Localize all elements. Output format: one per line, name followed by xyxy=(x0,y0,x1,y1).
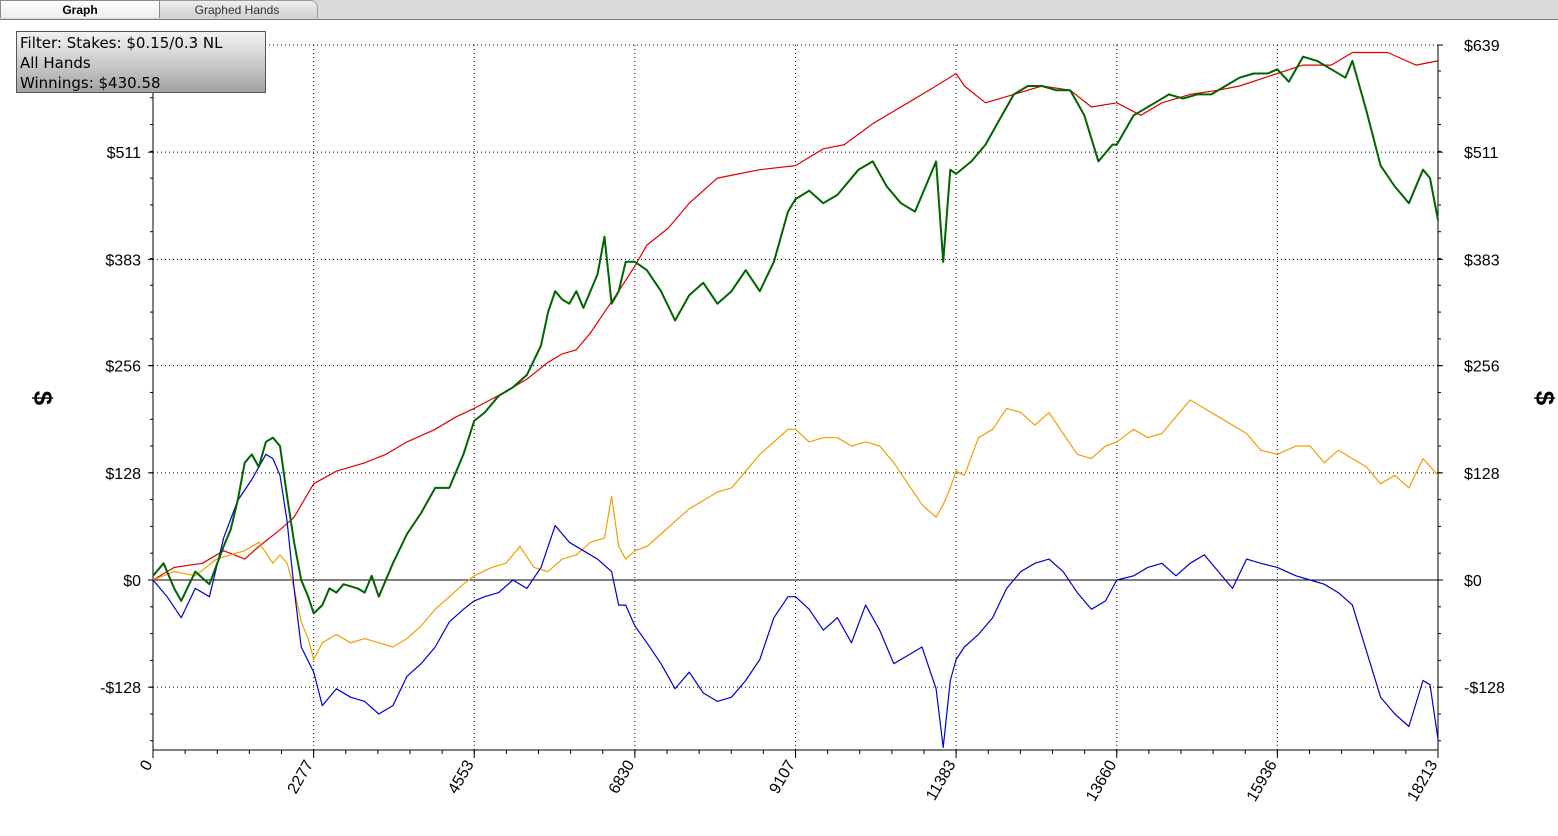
y-tick-label-right: $639 xyxy=(1464,38,1500,55)
y-tick-label-right: $511 xyxy=(1464,145,1499,162)
series-line xyxy=(152,453,1439,749)
x-tick-label: 2277 xyxy=(285,757,318,796)
x-tick-label: 15936 xyxy=(1244,757,1281,804)
tab-graphed-hands[interactable]: Graphed Hands xyxy=(156,0,318,18)
filter-stakes-text: Filter: Stakes: $0.15/0.3 NL xyxy=(20,34,223,52)
series-line xyxy=(152,51,1439,581)
winnings-graph: -$128 -$128 $0 $0 $128 $128 $256 $256 $383 $383 $5… xyxy=(28,38,1558,805)
y-tick-label-right: $0 xyxy=(1464,573,1482,590)
filter-info-box: Filter: Stakes: $0.15/0.3 NL All Hands W… xyxy=(16,31,266,93)
filter-hands-text: All Hands xyxy=(20,54,91,72)
y-tick-label-left: $256 xyxy=(105,359,141,376)
tab-graph[interactable]: Graph xyxy=(0,0,160,18)
x-tick-label: 4553 xyxy=(445,757,478,796)
y-tick-label-right: -$128 xyxy=(1464,680,1505,697)
x-tick-label: 11383 xyxy=(923,757,959,803)
x-tick-label: 6830 xyxy=(606,757,639,796)
x-tick-label: 9107 xyxy=(766,757,799,796)
y-tick-label-right: $128 xyxy=(1464,466,1500,483)
y-axis-label-right: $ xyxy=(1530,391,1558,406)
x-tick-label: 0 xyxy=(137,757,156,773)
x-tick-label: 13660 xyxy=(1083,757,1120,804)
winnings-text: Winnings: $430.58 xyxy=(20,74,161,92)
y-axis-label-left: $ xyxy=(28,391,58,406)
y-tick-label-left: -$128 xyxy=(100,680,141,697)
y-tick-label-right: $256 xyxy=(1464,359,1500,376)
x-tick-label: 18213 xyxy=(1404,757,1441,804)
tab-bar: Graphed Hands Graph xyxy=(0,0,1558,20)
y-tick-label-left: $511 xyxy=(107,145,142,162)
y-tick-label-right: $383 xyxy=(1464,252,1500,269)
y-tick-label-left: $383 xyxy=(105,252,141,269)
series-line xyxy=(152,399,1439,661)
y-tick-label-left: $0 xyxy=(123,573,141,590)
series-line xyxy=(152,55,1439,615)
y-tick-label-left: $128 xyxy=(105,466,141,483)
